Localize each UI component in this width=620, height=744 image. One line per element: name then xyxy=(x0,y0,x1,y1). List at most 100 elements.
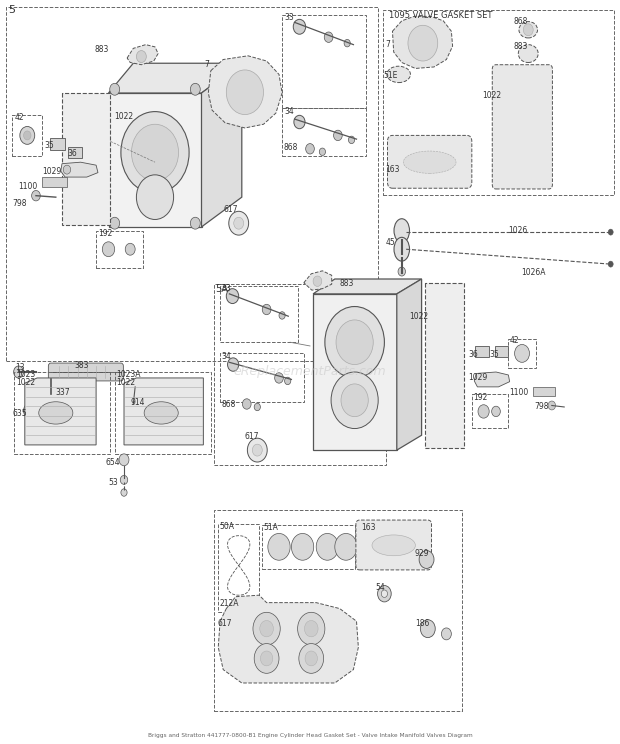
Bar xyxy=(282,15,366,108)
Polygon shape xyxy=(397,279,422,450)
FancyBboxPatch shape xyxy=(356,520,432,570)
Circle shape xyxy=(119,454,129,466)
Circle shape xyxy=(120,475,128,484)
Circle shape xyxy=(254,644,279,673)
Circle shape xyxy=(226,289,239,304)
Circle shape xyxy=(608,261,613,267)
Circle shape xyxy=(378,586,391,602)
Polygon shape xyxy=(124,378,203,445)
Text: 51A: 51A xyxy=(263,523,278,532)
Circle shape xyxy=(398,267,405,276)
Circle shape xyxy=(325,307,384,378)
Text: 186: 186 xyxy=(415,619,430,628)
Circle shape xyxy=(252,444,262,456)
Text: 883: 883 xyxy=(94,45,108,54)
Polygon shape xyxy=(127,45,158,65)
Text: 5A: 5A xyxy=(215,284,228,294)
Circle shape xyxy=(304,620,318,637)
Ellipse shape xyxy=(394,219,409,243)
Polygon shape xyxy=(474,372,510,387)
Circle shape xyxy=(136,175,174,219)
FancyBboxPatch shape xyxy=(388,135,472,188)
Circle shape xyxy=(24,403,36,418)
Bar xyxy=(50,138,65,150)
Bar xyxy=(495,346,508,357)
Circle shape xyxy=(226,70,264,115)
Circle shape xyxy=(262,304,271,315)
Ellipse shape xyxy=(387,66,410,83)
Polygon shape xyxy=(392,16,453,68)
Text: 7: 7 xyxy=(386,40,391,49)
Polygon shape xyxy=(202,63,242,227)
Polygon shape xyxy=(218,595,358,683)
Ellipse shape xyxy=(519,22,538,38)
Polygon shape xyxy=(25,378,96,445)
Circle shape xyxy=(136,51,146,62)
Text: 1023A: 1023A xyxy=(117,370,141,379)
Circle shape xyxy=(234,217,244,229)
FancyBboxPatch shape xyxy=(38,391,69,414)
Circle shape xyxy=(260,651,273,666)
Circle shape xyxy=(299,644,324,673)
Ellipse shape xyxy=(38,402,73,424)
Text: 617: 617 xyxy=(223,205,237,214)
Circle shape xyxy=(190,83,200,95)
Text: 1022: 1022 xyxy=(482,91,502,100)
Text: 51E: 51E xyxy=(383,71,397,80)
Bar xyxy=(220,286,298,342)
Text: 1022: 1022 xyxy=(16,378,35,387)
Text: 1026A: 1026A xyxy=(521,268,546,277)
Text: 383: 383 xyxy=(74,361,89,370)
Text: 13: 13 xyxy=(15,363,25,372)
Circle shape xyxy=(381,590,388,597)
Bar xyxy=(220,353,304,402)
Circle shape xyxy=(121,112,189,193)
FancyBboxPatch shape xyxy=(48,363,123,381)
Circle shape xyxy=(20,126,35,144)
Circle shape xyxy=(254,403,260,411)
Text: 35: 35 xyxy=(45,141,55,150)
Text: 635: 635 xyxy=(12,409,27,418)
Text: 192: 192 xyxy=(474,393,488,402)
Circle shape xyxy=(294,115,305,129)
Text: 36: 36 xyxy=(67,149,77,158)
Text: 5: 5 xyxy=(8,5,15,15)
Text: 1022: 1022 xyxy=(117,378,136,387)
Polygon shape xyxy=(313,294,397,450)
Text: 617: 617 xyxy=(245,432,259,440)
Circle shape xyxy=(285,377,291,385)
Circle shape xyxy=(228,358,239,371)
Text: 163: 163 xyxy=(361,523,375,532)
Text: 798: 798 xyxy=(12,199,27,208)
Text: 883: 883 xyxy=(340,279,354,288)
Text: 617: 617 xyxy=(217,619,231,628)
Circle shape xyxy=(110,217,120,229)
Text: 45: 45 xyxy=(386,238,396,247)
Bar xyxy=(96,231,143,268)
Circle shape xyxy=(14,366,24,378)
Text: 1022: 1022 xyxy=(409,312,428,321)
Circle shape xyxy=(334,130,342,141)
Bar xyxy=(115,372,211,454)
Text: 163: 163 xyxy=(386,165,400,174)
Ellipse shape xyxy=(372,535,415,556)
Polygon shape xyxy=(313,279,422,294)
Text: 929: 929 xyxy=(414,549,428,558)
Bar xyxy=(214,510,462,711)
Circle shape xyxy=(131,124,179,181)
Text: 868: 868 xyxy=(513,17,528,26)
Text: 36: 36 xyxy=(469,350,479,359)
Text: 883: 883 xyxy=(513,42,528,51)
Circle shape xyxy=(291,533,314,560)
Text: 42: 42 xyxy=(510,336,520,345)
Bar xyxy=(262,525,355,569)
Circle shape xyxy=(419,551,434,568)
Text: 1029: 1029 xyxy=(468,373,487,382)
Circle shape xyxy=(102,242,115,257)
Ellipse shape xyxy=(518,45,538,62)
Text: 798: 798 xyxy=(534,402,549,411)
Ellipse shape xyxy=(144,402,179,424)
Text: Briggs and Stratton 441777-0800-B1 Engine Cylinder Head Gasket Set - Valve Intak: Briggs and Stratton 441777-0800-B1 Engin… xyxy=(148,733,472,738)
Circle shape xyxy=(293,19,306,34)
Polygon shape xyxy=(62,93,110,225)
